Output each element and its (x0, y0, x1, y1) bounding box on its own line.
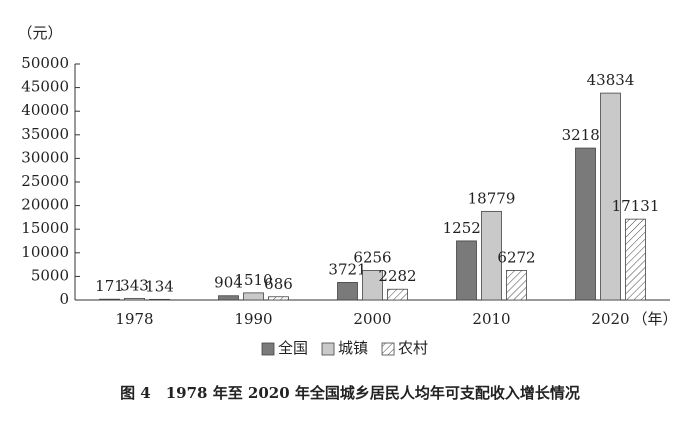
bar (218, 295, 239, 301)
bar (337, 282, 358, 301)
data-label: 6256 (353, 248, 391, 266)
data-label: 686 (264, 275, 293, 293)
x-tick-label: 2010 (472, 310, 510, 328)
legend-swatch (321, 342, 335, 356)
data-label: 904 (214, 274, 243, 292)
x-tick-label: 1978 (115, 310, 153, 328)
legend-label: 农村 (398, 339, 428, 357)
bar (506, 269, 527, 301)
data-label: 18779 (468, 189, 516, 207)
bar (99, 298, 120, 301)
legend-swatch (381, 342, 395, 356)
bar (575, 147, 596, 301)
data-label: 2282 (378, 267, 416, 285)
bar (268, 296, 289, 301)
bar (625, 218, 646, 301)
legend-label: 全国 (278, 339, 308, 357)
data-label: 43834 (587, 71, 635, 89)
x-tick-label: 2020 (591, 310, 629, 328)
data-label: 6272 (497, 248, 535, 266)
y-tick-label: 40000 (21, 101, 69, 119)
data-label: 343 (120, 276, 149, 294)
y-tick-label: 15000 (21, 219, 69, 237)
x-tick-label: 1990 (234, 310, 272, 328)
y-axis-label: （元） (17, 24, 62, 42)
bar (149, 298, 170, 301)
data-label: 134 (145, 277, 174, 295)
bar (124, 297, 145, 301)
y-tick-label: 30000 (21, 148, 69, 166)
data-label: 1510 (234, 271, 272, 289)
bar (243, 292, 264, 301)
chart-title: 图 4 1978 年至 2020 年全国城乡居民人均年可支配收入增长情况 (120, 384, 580, 402)
data-label: 171 (95, 277, 124, 295)
legend-label: 城镇 (338, 339, 368, 357)
bar (362, 270, 383, 301)
y-tick-label: 10000 (21, 243, 69, 261)
data-label: 12520 (443, 219, 491, 237)
bar (600, 92, 621, 301)
y-tick-label: 25000 (21, 172, 69, 190)
data-label: 17131 (612, 197, 660, 215)
y-tick-label: 45000 (21, 78, 69, 96)
data-label: 32189 (562, 126, 610, 144)
bar (387, 288, 408, 301)
y-tick-label: 5000 (31, 266, 69, 284)
y-tick-label: 0 (59, 290, 69, 308)
x-tick-label: 2000 (353, 310, 391, 328)
legend-swatch (261, 342, 275, 356)
y-tick-label: 35000 (21, 125, 69, 143)
bar (481, 210, 502, 301)
x-axis-label: （年） (633, 310, 678, 328)
data-label: 3721 (328, 260, 366, 278)
bar (456, 240, 477, 301)
y-tick-label: 50000 (21, 54, 69, 72)
y-tick-label: 20000 (21, 196, 69, 214)
